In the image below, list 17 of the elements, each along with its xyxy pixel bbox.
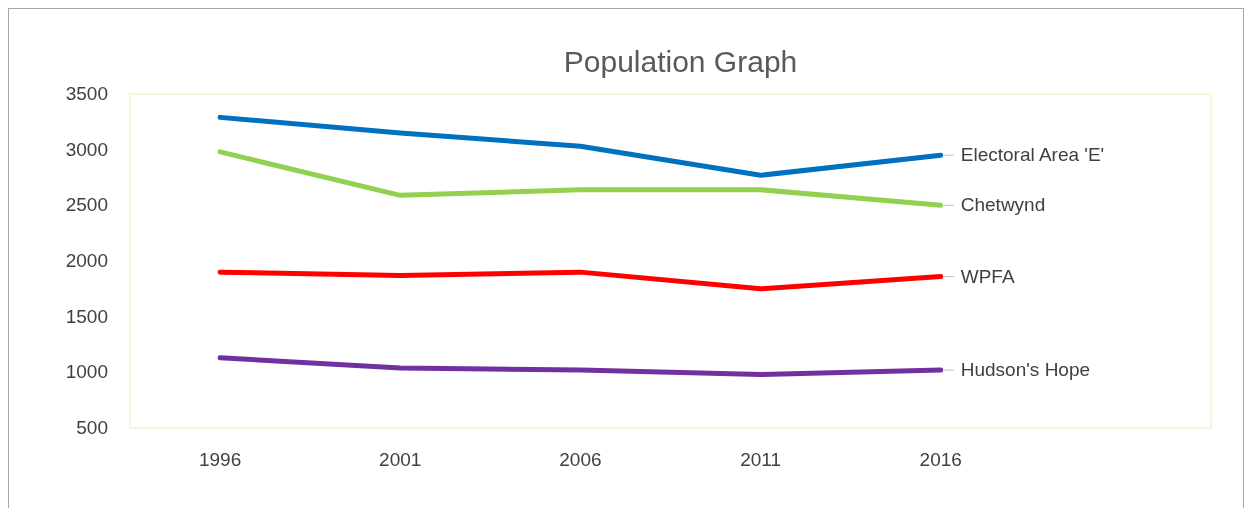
x-tick-label: 2006 bbox=[559, 449, 602, 470]
x-tick-label: 1996 bbox=[198, 449, 242, 470]
series-label: Electoral Area 'E' bbox=[960, 144, 1105, 166]
y-tick-label: 500 bbox=[76, 417, 108, 438]
series-label: WPFA bbox=[960, 265, 1015, 287]
x-tick-label: 2016 bbox=[919, 449, 962, 470]
y-tick-label: 3000 bbox=[65, 138, 108, 160]
chart-title: Population Graph bbox=[563, 45, 798, 78]
y-tick-label: 3500 bbox=[65, 83, 108, 104]
x-tick-label: 2011 bbox=[740, 449, 782, 470]
y-tick-label: 1500 bbox=[65, 305, 108, 327]
y-tick-label: 2000 bbox=[65, 250, 108, 271]
series-label: Chetwynd bbox=[960, 194, 1046, 216]
y-tick-label: 2500 bbox=[65, 194, 108, 216]
series-label: Hudson's Hope bbox=[960, 359, 1091, 381]
y-tick-label: 1000 bbox=[65, 361, 108, 383]
x-tick-label: 2001 bbox=[379, 449, 422, 470]
